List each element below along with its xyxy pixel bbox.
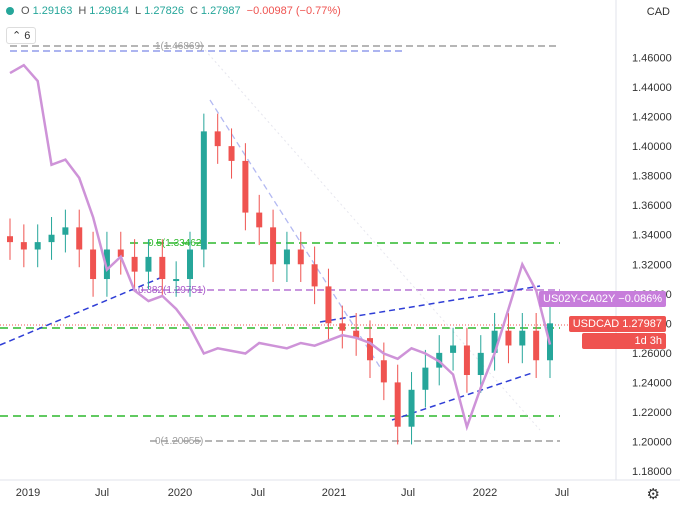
candle-body[interactable]	[367, 338, 373, 361]
y-tick-label: 1.22000	[632, 407, 672, 419]
candle-body[interactable]	[533, 330, 540, 361]
x-tick-label: 2020	[168, 487, 192, 499]
candle-body[interactable]	[256, 212, 263, 228]
fib-label-0: 0(1.20055)	[155, 436, 203, 447]
open-label: O	[21, 5, 30, 17]
currency-label: CAD	[646, 6, 670, 18]
x-tick-label: Jul	[555, 487, 569, 499]
x-tick-label: 2019	[16, 487, 40, 499]
indicators-count: 6	[24, 30, 31, 42]
candle-body[interactable]	[7, 236, 13, 243]
trendline-support-2021[interactable]	[391, 372, 533, 421]
countdown-tag: 1d 3h	[582, 333, 666, 349]
candle-body[interactable]	[270, 227, 277, 265]
candle-body[interactable]	[76, 227, 83, 250]
x-tick-label: Jul	[95, 487, 109, 499]
fib-retracement[interactable]: 1(1.46869) 0.5(1.33462) 0.382(1.29751) 0…	[0, 41, 616, 447]
spread-tag: US02Y-CA02Y −0.086%	[539, 291, 666, 307]
candle-body[interactable]	[48, 234, 55, 243]
candle-body[interactable]	[214, 131, 221, 147]
y-tick-label: 1.20000	[632, 436, 672, 448]
candle-body[interactable]	[408, 389, 415, 427]
open-value: 1.29163	[32, 5, 73, 17]
candle-body[interactable]	[228, 146, 235, 161]
candle-body[interactable]	[131, 256, 138, 272]
candle-body[interactable]	[242, 160, 249, 213]
candle-body[interactable]	[200, 131, 207, 250]
trendline-support-2019[interactable]	[0, 277, 161, 346]
x-tick-label: Jul	[251, 487, 265, 499]
candle-body[interactable]	[297, 249, 304, 265]
y-tick-label: 1.44000	[632, 82, 672, 94]
candle-body[interactable]	[117, 249, 124, 257]
change-value: −0.00987 (−0.77%)	[246, 5, 341, 17]
candle-body[interactable]	[339, 323, 346, 331]
fib-label-1: 1(1.46869)	[155, 41, 203, 52]
x-axis[interactable]: 2019 Jul 2020 Jul 2021 Jul 2022 Jul	[16, 487, 569, 499]
y-tick-label: 1.36000	[632, 200, 672, 212]
candle-body[interactable]	[450, 345, 457, 353]
y-tick-label: 1.18000	[632, 466, 672, 478]
spread-tag-value: −0.086%	[618, 293, 662, 305]
candle-body[interactable]	[173, 279, 180, 282]
candle-body[interactable]	[491, 330, 498, 353]
candlesticks[interactable]	[7, 113, 553, 445]
spread-tag-label: US02Y-CA02Y	[543, 293, 616, 305]
y-tick-label: 1.32000	[632, 259, 672, 271]
candle-body[interactable]	[477, 352, 484, 376]
fib-label-0382: 0.382(1.29751)	[138, 285, 206, 296]
price-tag: USDCAD 1.27987	[568, 316, 666, 332]
candle-body[interactable]	[505, 330, 512, 346]
y-tick-label: 1.24000	[632, 377, 672, 389]
close-label: C	[189, 5, 198, 17]
price-tag-value: 1.27987	[622, 318, 662, 330]
candle-body[interactable]	[20, 242, 27, 250]
candle-body[interactable]	[325, 286, 332, 324]
spread-line[interactable]	[9, 63, 552, 432]
y-tick-label: 1.46000	[632, 53, 672, 65]
x-tick-label: 2022	[473, 487, 497, 499]
countdown-value: 1d 3h	[634, 335, 662, 347]
low-value: 1.27826	[144, 5, 184, 17]
high-label: H	[78, 5, 87, 17]
candle-body[interactable]	[380, 360, 387, 383]
gear-icon[interactable]: ⚙	[646, 486, 660, 503]
trendline-resistance[interactable]	[319, 285, 541, 323]
candle-body[interactable]	[145, 256, 152, 272]
y-tick-label: 1.42000	[632, 112, 672, 124]
x-tick-label: 2021	[322, 487, 346, 499]
high-value: 1.29814	[89, 5, 130, 17]
candle-body[interactable]	[34, 242, 41, 250]
y-tick-label: 1.34000	[632, 230, 672, 242]
candle-body[interactable]	[187, 249, 193, 280]
candle-body[interactable]	[103, 249, 110, 280]
fib-diagonal	[204, 49, 541, 431]
indicators-toggle[interactable]: ⌃ 6	[6, 27, 37, 44]
low-label: L	[135, 5, 142, 17]
candle-body[interactable]	[90, 249, 97, 280]
candle-body[interactable]	[353, 330, 360, 339]
y-axis[interactable]: 1.46000 1.44000 1.42000 1.40000 1.38000 1.360…	[632, 53, 672, 478]
candle-body[interactable]	[394, 382, 401, 427]
candle-body[interactable]	[159, 256, 166, 280]
price-tag-label: USDCAD	[572, 318, 620, 330]
candle-body[interactable]	[62, 227, 69, 235]
y-tick-label: 1.40000	[632, 141, 672, 153]
x-tick-label: Jul	[401, 487, 415, 499]
y-tick-label: 1.38000	[632, 171, 672, 183]
candle-body[interactable]	[311, 264, 318, 287]
candle-body[interactable]	[422, 367, 429, 390]
chevron-up-icon: ⌃	[12, 30, 22, 42]
ohlc-legend: O 1.29163 H 1.29814 L 1.27826 C 1.27987 …	[6, 5, 341, 17]
close-value: 1.27987	[200, 5, 241, 17]
candle-body[interactable]	[283, 249, 290, 265]
y-tick-label: 1.26000	[632, 348, 672, 360]
trendlines[interactable]	[0, 99, 541, 421]
candle-body[interactable]	[519, 330, 526, 346]
fib-label-05: 0.5(1.33462)	[148, 238, 205, 249]
symbol-status-icon	[6, 7, 14, 15]
candle-body[interactable]	[463, 345, 470, 376]
